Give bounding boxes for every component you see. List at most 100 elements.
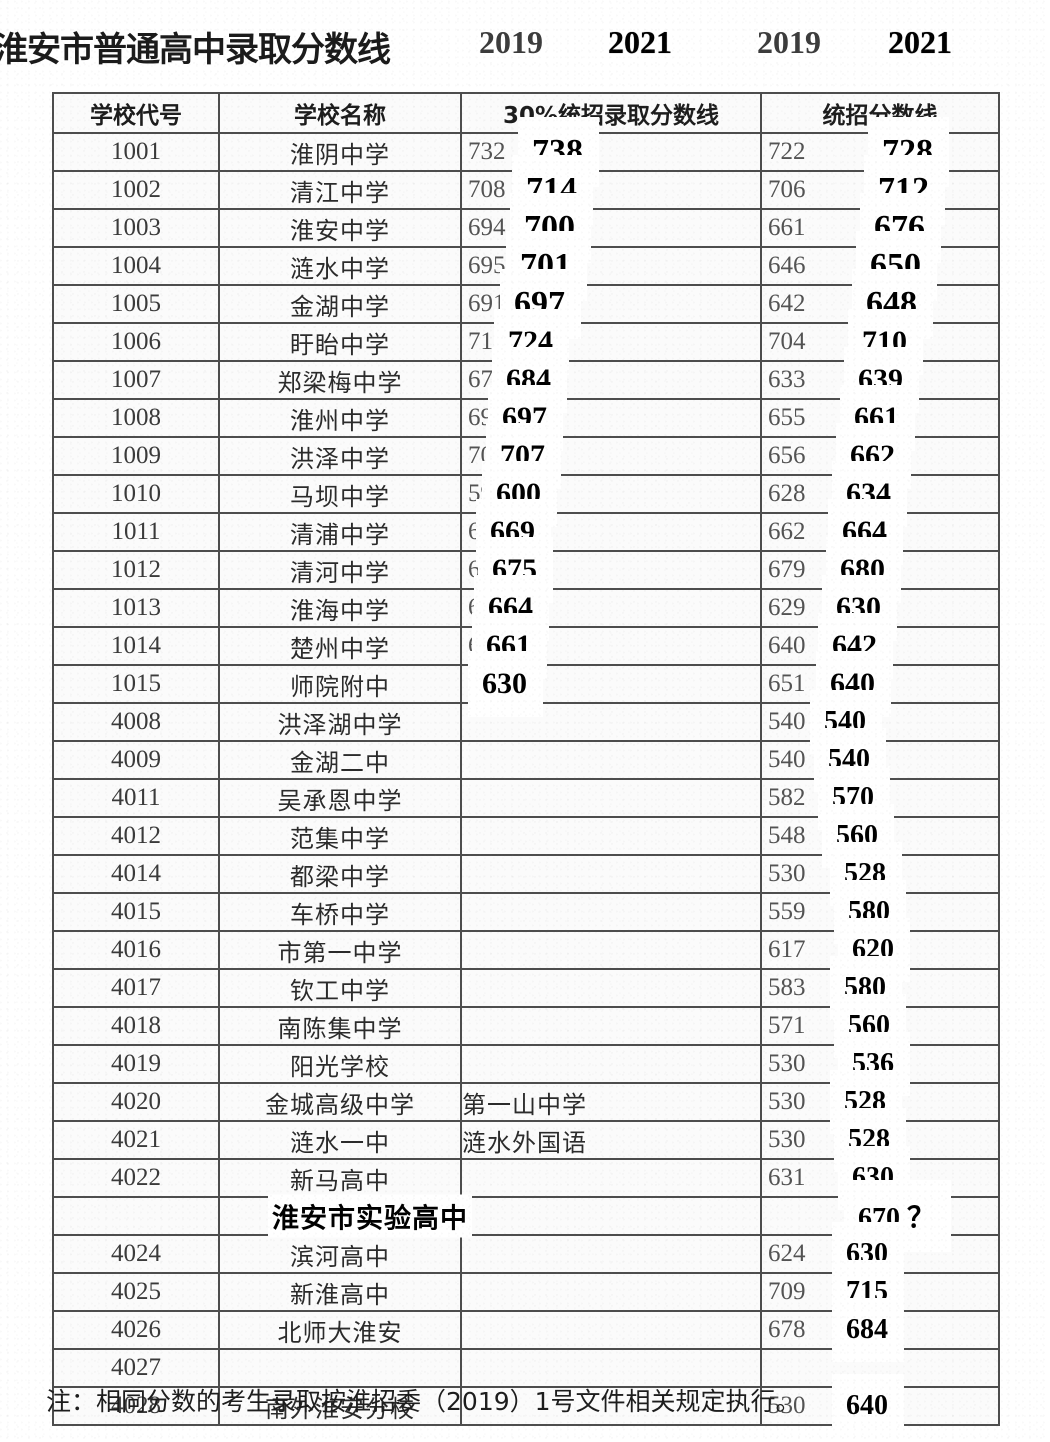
cell-school-code: 1002 [52,170,220,210]
score-unified-2019: 662 [768,518,806,545]
cell-unified-score: 624 630 [760,1222,1000,1286]
year-label-unified-2019: 2019 [757,24,821,60]
cell-school-code: 1006 [52,322,220,362]
cell-school-code: 4012 [52,816,220,856]
header-school-code: 学校代号 [52,92,220,134]
score-unified-2019: 656 [768,442,806,469]
table-row: 4018 南陈集中学 571 560 [52,994,1000,1058]
table-row: 1008 淮州中学 691 697 655 661 [52,385,1000,451]
admission-score-table: 学校代号 学校名称 30%统招录取分数线 统招分数线 1001 淮阴中学 732 73… [52,92,1000,1438]
cell-30pct-score [460,1006,762,1046]
header-30pct-score: 30%统招录取分数线 [460,92,762,134]
cell-school-code: 4015 [52,892,220,932]
cell-school-code: 1012 [52,550,220,590]
score-unified-2019: 706 [768,176,806,203]
cell-30pct-score [460,740,762,780]
cell-unified-score: 678 684 [760,1298,1000,1362]
cell-school-name: 南外淮安分校 [218,1386,462,1426]
score-unified-2019: 631 [768,1164,806,1191]
score-unified-2019: 624 [768,1240,806,1267]
cell-30pct-score [460,892,762,932]
score-unified-2021: 684 [832,1298,904,1362]
score-unified-2019: 661 [768,214,806,241]
score-30pct-2019: 708 [468,176,506,203]
cell-school-code: 4008 [52,702,220,742]
cell-30pct-score [460,1310,762,1350]
table-row: 4016 市第一中学 617 620 [52,918,1000,982]
cell-school-name: 钦工中学 [218,968,462,1008]
cell-school-code: 1005 [52,284,220,324]
cell-school-name [218,1348,462,1388]
cell-30pct-score [460,1158,762,1198]
header-school-name: 学校名称 [218,92,462,134]
cell-30pct-score: 694 700 [460,193,762,263]
cell-school-name-overwritten: 淮安市实验高中 [218,1194,472,1238]
cell-school-name: 金湖中学 [218,284,462,324]
cell-school-name: 清河中学 [218,550,462,590]
score-unified-2019: 582 [768,784,806,811]
cell-school-name: 阳光学校 [218,1044,462,1084]
cell-alt-school-name: 第一山中学 [460,1082,762,1122]
page-title: 淮安市普通高中录取分数线 [0,30,391,70]
cell-school-code: 4009 [52,740,220,780]
cell-school-name: 都梁中学 [218,854,462,894]
cell-school-code: 4022 [52,1158,220,1198]
score-unified-2019: 559 [768,898,806,925]
cell-unified-score: 530 640 [760,1374,1000,1438]
cell-unified-score: 530 536 [760,1032,1000,1096]
cell-school-name: 马坝中学 [218,474,462,514]
cell-school-name: 市第一中学 [218,930,462,970]
table-row: 1001 淮阴中学 732 738 722 728 [52,117,1000,187]
cell-school-code: 4011 [52,778,220,818]
cell-school-code: 4025 [52,1272,220,1312]
score-unified-2019: 530 [768,860,806,887]
cell-school-code: 1001 [52,132,220,172]
cell-unified-score: 662 664 [760,499,1000,565]
table-row: 4026 北师大淮安 678 684 [52,1298,1000,1362]
cell-school-code: 1011 [52,512,220,552]
cell-school-name: 淮安中学 [218,208,462,248]
score-unified-2019: 530 [768,1392,806,1419]
cell-school-name: 清江中学 [218,170,462,210]
score-unified-2021: 640 [832,1374,904,1438]
table-row: 4012 范集中学 548 560 [52,804,1000,868]
score-unified-2019: 583 [768,974,806,1001]
cell-school-code: 4019 [52,1044,220,1084]
cell-school-code: 1009 [52,436,220,476]
cell-school-name: 淮海中学 [218,588,462,628]
cell-30pct-score: 708 714 [460,155,762,225]
cell-school-name: 师院附中 [218,664,462,704]
cell-school-code: 1004 [52,246,220,286]
score-30pct-2019: 695 [468,252,506,279]
cell-school-code: 1014 [52,626,220,666]
table-row: 4022 新马高中 631 630 [52,1146,1000,1210]
cell-school-name: 盱眙中学 [218,322,462,362]
cell-school-name: 淮阴中学 [218,132,462,172]
score-unified-2019: 642 [768,290,806,317]
cell-school-name: 车桥中学 [218,892,462,932]
score-unified-2019: 617 [768,936,806,963]
cell-school-name: 北师大淮安 [218,1310,462,1350]
cell-30pct-score [460,1234,762,1274]
table-row: 1006 盱眙中学 718 724 704 710 [52,309,1000,375]
cell-unified-score: 631 630 [760,1146,1000,1210]
cell-school-name: 滨河高中 [218,1234,462,1274]
cell-school-name: 清浦中学 [218,512,462,552]
cell-30pct-score [460,1272,762,1312]
cell-30pct-score [460,1386,762,1426]
cell-school-name: 郑梁梅中学 [218,360,462,400]
cell-30pct-score [460,1044,762,1084]
score-unified-2019: 646 [768,252,806,279]
table-row: 1014 楚州中学 655 661 640 642 [52,613,1000,679]
score-unified-2019: 571 [768,1012,806,1039]
cell-school-name: 洪泽中学 [218,436,462,476]
score-unified-2019: 679 [768,556,806,583]
cell-school-code: 1007 [52,360,220,400]
cell-30pct-score [460,816,762,856]
score-unified-2019: 530 [768,1050,806,1077]
cell-school-code: 4018 [52,1006,220,1046]
cell-school-name: 洪泽湖中学 [218,702,462,742]
table-row: 4024 滨河高中 624 630 [52,1222,1000,1286]
cell-school-name: 吴承恩中学 [218,778,462,818]
cell-30pct-score: 667 669 [460,499,762,565]
